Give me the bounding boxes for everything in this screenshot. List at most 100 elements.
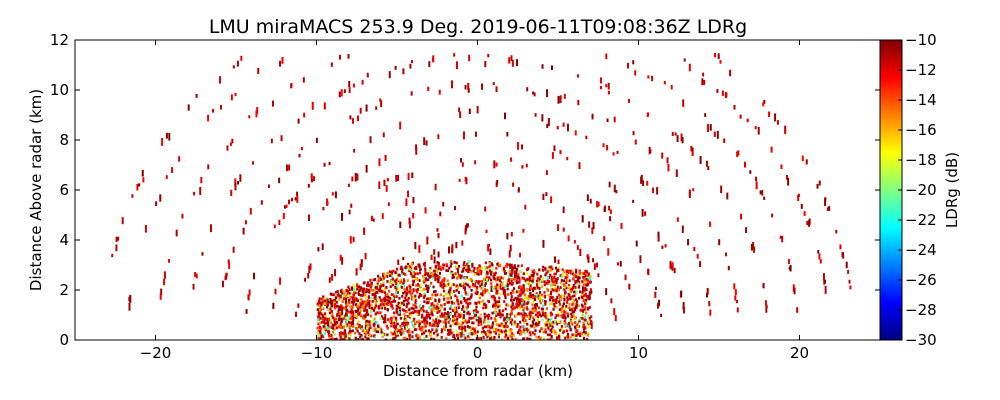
echo-cell: [496, 313, 499, 316]
echo-cell: [412, 319, 415, 323]
echo-dash: [193, 191, 196, 196]
echo-cell: [451, 321, 454, 325]
echo-cell: [566, 314, 570, 318]
echo-cell: [571, 286, 574, 290]
echo-cell: [569, 289, 572, 293]
echo-dash: [641, 209, 644, 217]
echo-cell: [575, 305, 578, 309]
echo-cell: [463, 299, 466, 302]
echo-dash: [326, 198, 329, 207]
echo-cell: [356, 328, 359, 331]
echo-cell: [561, 268, 564, 272]
echo-cell: [331, 330, 335, 334]
echo-cell: [384, 320, 387, 324]
echo-cell: [385, 285, 388, 289]
echo-cell: [408, 267, 412, 271]
echo-cell: [538, 282, 541, 285]
echo-cell: [321, 297, 324, 300]
echo-cell: [364, 295, 368, 299]
echo-cell: [322, 318, 325, 322]
echo-dash: [708, 300, 711, 307]
echo-dash: [399, 121, 402, 130]
echo-cell: [402, 281, 405, 285]
echo-cell: [396, 267, 399, 271]
echo-cell: [355, 282, 359, 286]
echo-cell: [484, 333, 487, 336]
echo-dash: [516, 59, 519, 67]
echo-cell: [550, 275, 553, 279]
echo-cell: [389, 297, 392, 300]
x-tick-label: −10: [301, 344, 333, 362]
echo-cell: [451, 315, 455, 318]
echo-dash: [418, 245, 421, 253]
echo-cell: [519, 299, 522, 303]
echo-cell: [509, 321, 512, 324]
echo-cell: [540, 295, 543, 299]
echo-cell: [395, 295, 398, 299]
echo-cell: [402, 291, 405, 295]
echo-cell: [463, 281, 466, 285]
echo-cell: [403, 325, 407, 329]
echo-cell: [547, 326, 550, 330]
echo-cell: [543, 291, 546, 294]
echo-dash: [455, 61, 458, 70]
echo-cell: [485, 278, 489, 281]
echo-cell: [393, 315, 396, 319]
echo-cell: [542, 304, 545, 308]
echo-dash: [433, 256, 436, 264]
echo-cell: [439, 305, 442, 309]
echo-cell: [456, 317, 459, 321]
echo-cell: [380, 330, 383, 334]
echo-dash: [407, 190, 410, 198]
echo-cell: [405, 286, 409, 290]
echo-cell: [417, 295, 421, 299]
echo-dash: [458, 107, 461, 113]
echo-cell: [414, 301, 417, 304]
echo-cell: [498, 264, 502, 268]
echo-dash: [739, 114, 742, 119]
echo-cell: [523, 330, 526, 333]
echo-cell: [521, 291, 524, 295]
echo-cell: [382, 317, 385, 321]
echo-cell: [351, 329, 354, 333]
echo-cell: [390, 324, 393, 328]
echo-cell: [431, 337, 434, 340]
echo-dash: [207, 164, 210, 170]
echo-cell: [409, 272, 413, 276]
echo-cell: [487, 299, 490, 303]
echo-cell: [584, 331, 587, 334]
echo-cell: [486, 289, 489, 292]
echo-dash: [366, 72, 369, 78]
echo-dash: [551, 152, 554, 159]
echo-cell: [553, 298, 556, 302]
echo-cell: [404, 316, 408, 320]
echo-cell: [417, 311, 421, 315]
echo-cell: [350, 313, 353, 316]
echo-cell: [491, 304, 495, 308]
echo-cell: [553, 302, 556, 306]
echo-cell: [494, 303, 498, 307]
echo-dash: [369, 136, 372, 144]
echo-dash: [822, 273, 825, 281]
echo-cell: [348, 298, 351, 302]
echo-dash: [763, 99, 766, 105]
echo-cell: [436, 322, 439, 326]
echo-cell: [574, 279, 577, 283]
echo-cell: [372, 334, 375, 338]
echo-cell: [422, 296, 426, 300]
echo-cell: [344, 314, 347, 318]
echo-cell: [403, 279, 406, 283]
echo-cell: [356, 309, 360, 313]
echo-cell: [472, 269, 475, 273]
echo-cell: [503, 290, 506, 294]
echo-cell: [558, 337, 561, 340]
echo-dash: [669, 261, 672, 269]
echo-dash: [399, 221, 402, 229]
echo-cell: [570, 320, 573, 323]
echo-cell: [516, 300, 519, 304]
echo-cell: [404, 265, 408, 269]
echo-cell: [441, 279, 444, 282]
echo-cell: [494, 271, 497, 275]
echo-cell: [466, 304, 469, 307]
echo-dash: [384, 154, 387, 161]
